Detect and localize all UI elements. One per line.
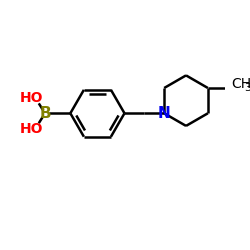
Text: B: B xyxy=(39,106,51,121)
Text: HO: HO xyxy=(20,122,43,136)
Text: CH: CH xyxy=(231,78,250,92)
Text: 3: 3 xyxy=(244,83,250,93)
Text: N: N xyxy=(158,106,170,121)
Text: HO: HO xyxy=(20,91,43,105)
